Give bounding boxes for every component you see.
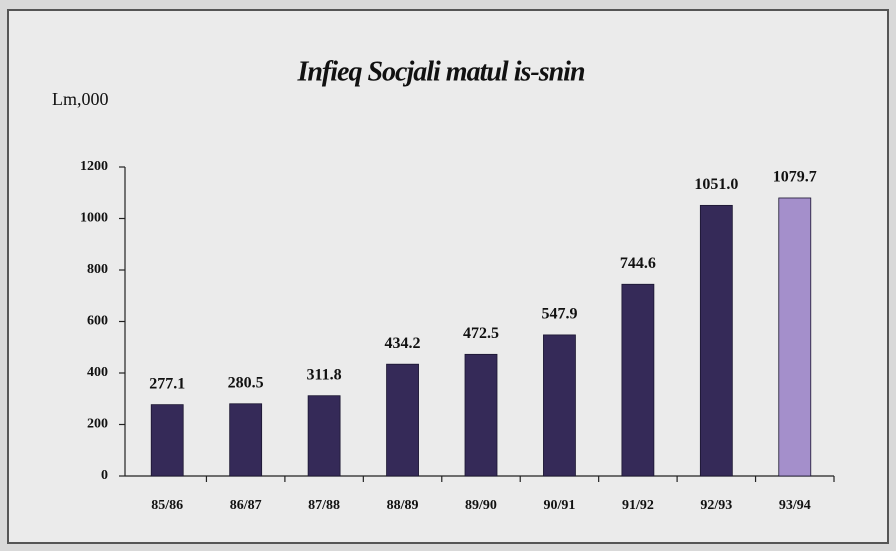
bar	[543, 334, 576, 477]
bar	[464, 353, 498, 477]
y-axis-label: Lm,000	[52, 89, 109, 109]
x-tick-label: 88/89	[387, 498, 419, 513]
value-label: 434.2	[385, 335, 421, 352]
value-label: 1051.0	[694, 176, 738, 193]
y-tick-label: 800	[87, 262, 108, 277]
x-tick-label: 85/86	[151, 498, 183, 513]
bar	[307, 395, 341, 477]
bar	[229, 403, 263, 477]
x-tick-label: 93/94	[779, 498, 811, 513]
value-label: 277.1	[149, 375, 185, 392]
x-tick-label: 91/92	[622, 498, 654, 513]
chart-title: Infieq Socjali matul is-snin	[296, 56, 584, 87]
value-label: 744.6	[620, 255, 656, 272]
x-tick-label: 87/88	[308, 498, 340, 513]
value-label: 311.8	[307, 366, 342, 383]
bar	[621, 283, 655, 477]
x-tick-label: 92/93	[700, 498, 732, 513]
value-label: 280.5	[228, 374, 264, 391]
y-tick-label: 1000	[80, 211, 108, 226]
bar	[699, 204, 733, 477]
y-tick-label: 1200	[80, 159, 108, 174]
y-tick-label: 200	[87, 417, 108, 432]
bar	[150, 404, 184, 477]
x-tick-label: 89/90	[465, 498, 497, 513]
value-label: 1079.7	[773, 169, 817, 186]
x-tick-label: 86/87	[230, 498, 262, 513]
frame	[7, 9, 889, 544]
bar	[778, 197, 812, 477]
y-tick-label: 400	[87, 365, 108, 380]
y-tick-label: 0	[101, 468, 108, 483]
x-tick-label: 90/91	[543, 498, 575, 513]
y-tick-label: 600	[87, 314, 108, 329]
bar	[386, 363, 419, 477]
value-label: 547.9	[541, 306, 577, 323]
value-label: 472.5	[463, 325, 499, 342]
